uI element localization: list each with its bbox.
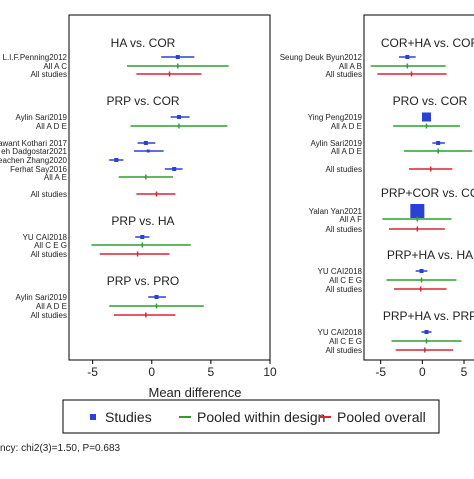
study-marker bbox=[424, 330, 429, 334]
group-title: PRP+HA vs. PRP bbox=[383, 309, 474, 323]
x-tick-label: -5 bbox=[375, 365, 386, 379]
row-label: Ferhat Say2016 bbox=[10, 165, 67, 174]
legend-label: Pooled within design bbox=[197, 409, 325, 425]
row-label: All A F bbox=[339, 215, 362, 224]
x-tick-label: 10 bbox=[263, 365, 277, 379]
legend-label: Studies bbox=[105, 409, 152, 425]
row-label: All C E G bbox=[329, 337, 362, 346]
group-title: PRP+HA vs. HA bbox=[387, 248, 473, 262]
group-title: PRP vs. HA bbox=[111, 214, 174, 228]
row-label: Aylin Sari2019 bbox=[16, 113, 68, 122]
row-label: All A C bbox=[43, 62, 67, 71]
row-label: All A D E bbox=[36, 302, 67, 311]
study-marker bbox=[436, 141, 441, 145]
row-label: All C E G bbox=[329, 276, 362, 285]
row-label: All A D E bbox=[331, 147, 362, 156]
legend-box bbox=[62, 399, 440, 434]
x-tick-label: 5 bbox=[208, 365, 215, 379]
study-marker bbox=[146, 149, 150, 153]
row-label: All studies bbox=[326, 285, 362, 294]
right-panel-frame bbox=[363, 14, 474, 361]
study-marker bbox=[143, 141, 148, 145]
legend-studies-swatch bbox=[90, 414, 96, 420]
study-marker bbox=[419, 269, 424, 273]
group-title: PRP+COR vs. CO bbox=[381, 186, 474, 200]
study-marker bbox=[422, 112, 431, 122]
row-label: YU CAI2018 bbox=[23, 233, 68, 242]
study-marker bbox=[114, 158, 119, 162]
footer-note: ncy: chi2(3)=1.50, P=0.683 bbox=[0, 443, 121, 454]
row-label: L.I.F.Penning2012 bbox=[3, 53, 68, 62]
row-label: All studies bbox=[326, 225, 362, 234]
row-label: awant Kothari 2017 bbox=[0, 139, 68, 148]
row-label: All A E bbox=[44, 173, 67, 182]
row-label: All studies bbox=[31, 190, 67, 199]
row-label: All A D E bbox=[331, 122, 362, 131]
row-label: All A D E bbox=[36, 122, 67, 131]
legend: Studies Pooled within design Pooled overal… bbox=[90, 409, 426, 425]
row-label: Seung Deuk Byun2012 bbox=[280, 53, 363, 62]
study-marker bbox=[140, 235, 145, 239]
row-label: Ying Peng2019 bbox=[308, 113, 363, 122]
study-marker bbox=[175, 55, 180, 59]
left-panel-frame bbox=[68, 14, 271, 361]
row-label: eh Dadgostar2021 bbox=[1, 147, 67, 156]
legend-label: Pooled overall bbox=[337, 409, 426, 425]
row-label: YU CAI2018 bbox=[318, 328, 363, 337]
x-axis-label: Mean difference bbox=[149, 385, 242, 400]
x-tick-label: 5 bbox=[461, 365, 468, 379]
group-title: PRP vs. COR bbox=[106, 94, 179, 108]
row-label: YU CAI2018 bbox=[318, 267, 363, 276]
row-label: eachen Zhang2020 bbox=[0, 156, 68, 165]
x-tick-label: 0 bbox=[148, 365, 155, 379]
row-label: All A B bbox=[339, 62, 362, 71]
row-label: All studies bbox=[31, 70, 67, 79]
study-marker bbox=[410, 204, 425, 218]
row-label: Aylin Sari2019 bbox=[16, 293, 68, 302]
study-marker bbox=[405, 55, 410, 59]
x-tick-label: -5 bbox=[87, 365, 98, 379]
row-label: All studies bbox=[326, 346, 362, 355]
row-label: All studies bbox=[31, 311, 67, 320]
x-tick-label: 0 bbox=[419, 365, 426, 379]
group-title: PRO vs. COR bbox=[393, 94, 468, 108]
row-label: Yalan Yan2021 bbox=[309, 207, 363, 216]
group-title: HA vs. COR bbox=[111, 36, 176, 50]
row-label: All C E G bbox=[34, 241, 67, 250]
row-label: All studies bbox=[326, 165, 362, 174]
row-label: Aylin Sari2019 bbox=[311, 139, 363, 148]
study-marker bbox=[176, 115, 181, 119]
row-label: All studies bbox=[31, 250, 67, 259]
study-marker bbox=[172, 167, 177, 171]
group-title: COR+HA vs. COR bbox=[381, 36, 474, 50]
group-title: PRP vs. PRO bbox=[107, 274, 179, 288]
row-label: All studies bbox=[326, 70, 362, 79]
study-marker bbox=[154, 295, 159, 299]
